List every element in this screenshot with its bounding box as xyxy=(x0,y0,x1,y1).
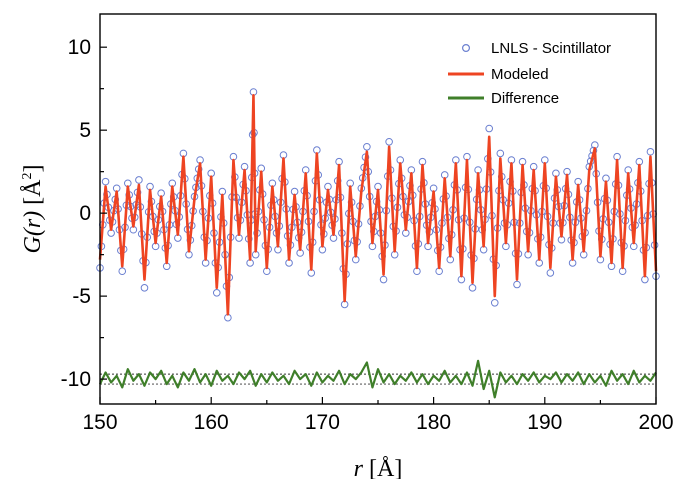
y-tick-label-0: 0 xyxy=(79,202,91,225)
x-axis-title: r [Å] xyxy=(354,456,403,479)
x-tick-label-170: 170 xyxy=(305,411,340,434)
observed-point-328 xyxy=(546,269,555,277)
x-tick-label-190: 190 xyxy=(527,411,562,434)
modeled-line xyxy=(98,94,658,316)
observed-point-292 xyxy=(496,149,505,158)
x-axis-ticks: 150 160 170 180 190 200 xyxy=(82,397,674,434)
y-tick-label--10: -10 xyxy=(61,368,91,391)
observed-point-288 xyxy=(490,298,499,307)
legend: LNLS - Scintillator Modeled Difference xyxy=(448,40,611,107)
observed-point-400 xyxy=(646,147,655,156)
observed-point-212 xyxy=(385,137,393,146)
observed-point-272 xyxy=(468,284,477,292)
x-tick-label-200: 200 xyxy=(638,411,673,434)
observed-point-28 xyxy=(135,176,143,184)
y-axis-title: G(r) [Å2] xyxy=(20,165,46,254)
observed-point-196 xyxy=(363,142,371,151)
difference-line xyxy=(99,359,657,399)
legend-label-modeled: Modeled xyxy=(491,66,549,83)
y-tick-label-5: 5 xyxy=(79,119,91,142)
legend-marker-observed xyxy=(462,43,471,52)
x-tick-label-180: 180 xyxy=(416,411,451,434)
legend-label-difference: Difference xyxy=(491,90,559,107)
modeled-series xyxy=(98,94,658,316)
observed-point-284 xyxy=(485,124,494,133)
y-axis-ticks: 10 5 0 -5 -10 xyxy=(61,36,107,391)
y-tick-label-10: 10 xyxy=(68,36,91,59)
legend-label-observed: LNLS - Scintillator xyxy=(491,40,611,57)
difference-series xyxy=(99,359,657,399)
observed-point-4 xyxy=(101,177,110,186)
x-tick-label-160: 160 xyxy=(194,411,229,434)
plot-area xyxy=(96,88,660,399)
observed-point-16 xyxy=(118,267,127,276)
y-tick-label--5: -5 xyxy=(72,285,91,308)
observed-point-84 xyxy=(212,289,221,297)
observed-point-208 xyxy=(379,275,388,284)
x-tick-label-150: 150 xyxy=(82,411,117,434)
observed-point-32 xyxy=(140,284,149,292)
observed-point-304 xyxy=(513,280,521,289)
